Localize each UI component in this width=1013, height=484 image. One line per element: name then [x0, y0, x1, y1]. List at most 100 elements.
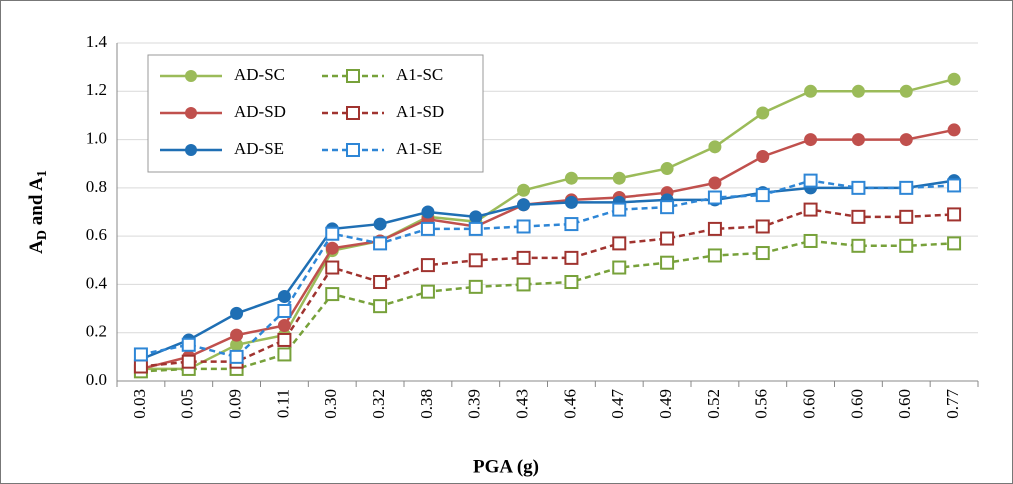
y-tick-label: 0.6	[86, 225, 107, 244]
legend-label: A1-SD	[396, 102, 444, 121]
marker	[707, 190, 722, 205]
marker	[277, 303, 292, 318]
marker	[947, 178, 962, 193]
marker	[612, 260, 627, 275]
legend-marker	[346, 143, 360, 157]
marker	[707, 248, 722, 263]
marker	[851, 180, 866, 195]
marker	[803, 173, 818, 188]
marker	[277, 347, 292, 362]
marker	[660, 231, 675, 246]
marker	[804, 84, 818, 98]
marker	[469, 210, 483, 224]
marker	[230, 306, 244, 320]
x-tick-label: 0.32	[369, 389, 388, 419]
y-tick-label: 1.0	[86, 128, 107, 147]
marker	[755, 246, 770, 261]
y-axis-title: AD and A1	[26, 170, 50, 254]
x-tick-label: 0.49	[656, 389, 675, 419]
marker	[420, 284, 435, 299]
marker	[516, 219, 531, 234]
series-line	[140, 179, 955, 359]
marker	[755, 188, 770, 203]
marker	[181, 337, 196, 352]
marker	[277, 332, 292, 347]
y-title-part: A	[26, 240, 47, 254]
marker	[564, 171, 578, 185]
marker	[230, 328, 244, 342]
legend: AD-SC AD-SD AD-SE A1-SC A1-SD A1-SE	[147, 54, 484, 173]
y-tick-label: 0.0	[86, 370, 107, 389]
marker	[133, 347, 148, 362]
marker	[707, 221, 722, 236]
marker	[660, 200, 675, 215]
x-tick-label: 0.11	[273, 389, 292, 418]
legend-label: AD-SC	[234, 65, 285, 84]
marker	[947, 72, 961, 86]
x-tick-label: 0.56	[752, 389, 771, 419]
marker	[517, 198, 531, 212]
marker	[229, 349, 244, 364]
marker	[468, 253, 483, 268]
series-line	[140, 179, 955, 361]
marker	[899, 84, 913, 98]
x-tick-label: 0.43	[512, 389, 531, 419]
marker	[899, 238, 914, 253]
marker	[755, 219, 770, 234]
x-tick-label: 0.03	[130, 389, 149, 419]
marker	[516, 250, 531, 265]
legend-marker	[346, 69, 360, 83]
marker	[947, 123, 961, 137]
marker	[660, 255, 675, 270]
marker	[420, 221, 435, 236]
marker	[277, 318, 291, 332]
marker	[517, 183, 531, 197]
marker	[756, 106, 770, 120]
marker	[133, 359, 148, 374]
legend-marker	[185, 144, 197, 156]
x-tick-label: 0.30	[321, 389, 340, 419]
x-tick-label: 0.38	[417, 389, 436, 419]
marker	[851, 133, 865, 147]
marker	[420, 258, 435, 273]
marker	[373, 275, 388, 290]
marker	[660, 162, 674, 176]
marker	[899, 180, 914, 195]
marker	[325, 241, 339, 255]
legend-label: AD-SE	[234, 139, 284, 158]
marker	[708, 176, 722, 190]
marker	[181, 354, 196, 369]
marker	[708, 140, 722, 154]
marker	[851, 238, 866, 253]
marker	[612, 236, 627, 251]
series-line	[140, 78, 955, 371]
marker	[851, 84, 865, 98]
marker	[564, 275, 579, 290]
marker	[373, 236, 388, 251]
x-tick-label: 0.05	[178, 389, 197, 419]
marker	[803, 233, 818, 248]
legend-marker	[346, 106, 360, 120]
x-tick-label: 0.60	[895, 389, 914, 419]
x-tick-label: 0.52	[704, 389, 723, 419]
marker	[947, 236, 962, 251]
y-tick-label: 0.8	[86, 177, 107, 196]
y-title-part: and A	[26, 177, 47, 230]
marker	[277, 290, 291, 303]
marker	[516, 277, 531, 292]
y-tick-label: 0.2	[86, 322, 107, 341]
y-tick-label: 1.4	[86, 32, 108, 51]
marker	[468, 279, 483, 294]
legend-label: A1-SC	[396, 65, 443, 84]
marker	[804, 133, 818, 147]
y-title-part: D	[35, 230, 50, 240]
x-tick-label: 0.09	[225, 389, 244, 419]
marker	[325, 287, 340, 302]
legend-marker	[185, 107, 197, 119]
marker	[325, 260, 340, 275]
x-tick-label: 0.47	[608, 389, 627, 419]
x-tick-label: 0.60	[847, 389, 866, 419]
marker	[325, 226, 340, 241]
marker	[373, 299, 388, 314]
series-line	[140, 208, 955, 368]
